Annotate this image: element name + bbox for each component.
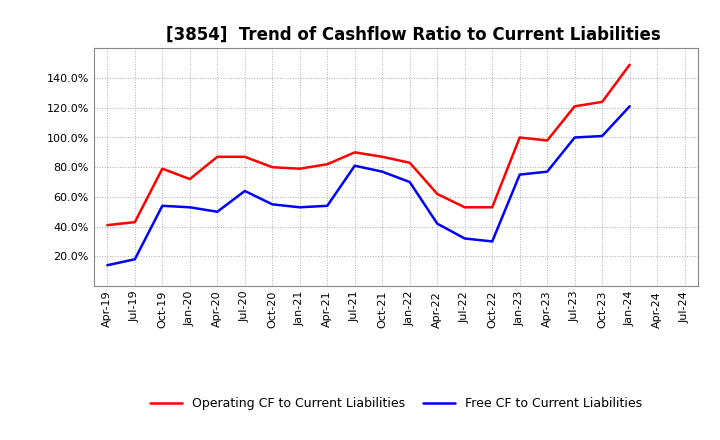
Legend: Operating CF to Current Liabilities, Free CF to Current Liabilities: Operating CF to Current Liabilities, Fre… bbox=[145, 392, 647, 415]
Operating CF to Current Liabilities bbox=[460, 205, 469, 210]
Free CF to Current Liabilities bbox=[186, 205, 194, 210]
Free CF to Current Liabilities bbox=[626, 104, 634, 109]
Free CF to Current Liabilities bbox=[460, 236, 469, 241]
Operating CF to Current Liabilities bbox=[570, 104, 579, 109]
Operating CF to Current Liabilities bbox=[103, 223, 112, 228]
Operating CF to Current Liabilities bbox=[516, 135, 524, 140]
Free CF to Current Liabilities bbox=[378, 169, 387, 174]
Operating CF to Current Liabilities bbox=[268, 165, 276, 170]
Free CF to Current Liabilities bbox=[323, 203, 332, 209]
Operating CF to Current Liabilities bbox=[378, 154, 387, 159]
Free CF to Current Liabilities bbox=[295, 205, 304, 210]
Free CF to Current Liabilities bbox=[130, 257, 139, 262]
Free CF to Current Liabilities bbox=[598, 133, 606, 139]
Free CF to Current Liabilities bbox=[433, 221, 441, 226]
Free CF to Current Liabilities bbox=[158, 203, 166, 209]
Operating CF to Current Liabilities bbox=[543, 138, 552, 143]
Operating CF to Current Liabilities bbox=[186, 176, 194, 182]
Free CF to Current Liabilities bbox=[516, 172, 524, 177]
Free CF to Current Liabilities bbox=[213, 209, 222, 214]
Free CF to Current Liabilities bbox=[103, 263, 112, 268]
Free CF to Current Liabilities bbox=[351, 163, 359, 169]
Operating CF to Current Liabilities bbox=[240, 154, 249, 159]
Operating CF to Current Liabilities bbox=[158, 166, 166, 171]
Free CF to Current Liabilities bbox=[570, 135, 579, 140]
Operating CF to Current Liabilities bbox=[488, 205, 497, 210]
Operating CF to Current Liabilities bbox=[295, 166, 304, 171]
Free CF to Current Liabilities bbox=[488, 239, 497, 244]
Free CF to Current Liabilities bbox=[240, 188, 249, 194]
Operating CF to Current Liabilities bbox=[405, 160, 414, 165]
Free CF to Current Liabilities bbox=[543, 169, 552, 174]
Operating CF to Current Liabilities bbox=[351, 150, 359, 155]
Operating CF to Current Liabilities bbox=[323, 161, 332, 167]
Operating CF to Current Liabilities bbox=[130, 220, 139, 225]
Operating CF to Current Liabilities bbox=[598, 99, 606, 104]
Free CF to Current Liabilities bbox=[405, 180, 414, 185]
Text: [3854]  Trend of Cashflow Ratio to Current Liabilities: [3854] Trend of Cashflow Ratio to Curren… bbox=[166, 26, 661, 44]
Line: Free CF to Current Liabilities: Free CF to Current Liabilities bbox=[107, 106, 630, 265]
Operating CF to Current Liabilities bbox=[433, 191, 441, 197]
Line: Operating CF to Current Liabilities: Operating CF to Current Liabilities bbox=[107, 65, 630, 225]
Free CF to Current Liabilities bbox=[268, 202, 276, 207]
Operating CF to Current Liabilities bbox=[213, 154, 222, 159]
Operating CF to Current Liabilities bbox=[626, 62, 634, 67]
